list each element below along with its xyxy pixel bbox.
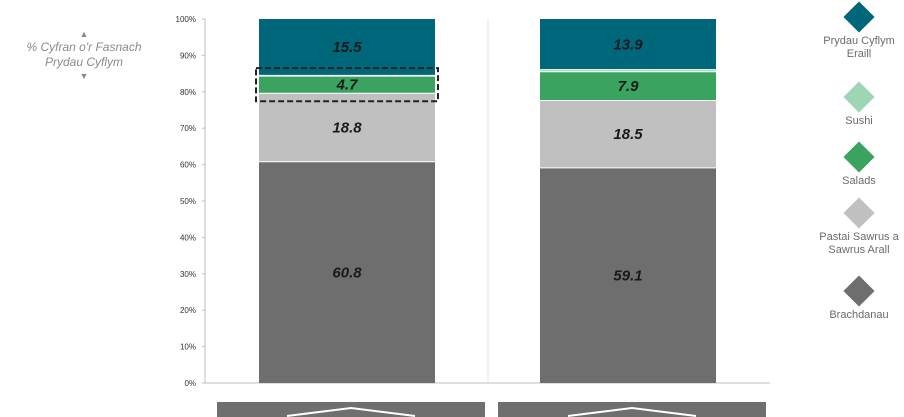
legend-item-brachdanau: Brachdanau <box>804 275 904 322</box>
legend-item-prydau: Prydau Cyflym Eraill <box>804 1 904 61</box>
category-box-1 <box>217 402 485 417</box>
data-label-pastai: 18.8 <box>332 119 362 136</box>
up-arrow-icon: ▲ <box>79 29 89 39</box>
data-label-pastai: 18.5 <box>613 126 643 143</box>
y-tick-label: 90% <box>180 51 196 60</box>
legend-swatch-prydau <box>843 1 875 33</box>
bar-segment-pastai <box>540 100 716 168</box>
data-label-prydau: 15.5 <box>332 39 362 56</box>
y-tick-label: 0% <box>184 379 196 388</box>
legend-label-salads: Salads <box>804 175 904 188</box>
data-label-salads: 7.9 <box>618 78 640 95</box>
category-box-2 <box>498 402 766 417</box>
highlight-box <box>255 67 439 103</box>
legend-label-line: Prydau Cyflym <box>823 35 895 47</box>
y-tick-label: 50% <box>180 197 196 206</box>
data-label-salads: 4.7 <box>336 77 359 94</box>
legend-label-line: Sushi <box>845 115 873 127</box>
down-arrow-icon: ▼ <box>79 71 89 81</box>
legend-label-line: Pastai Sawrus a <box>819 231 899 243</box>
legend-swatch-sushi <box>843 81 875 113</box>
legend-item-pastai: Pastai Sawrus a Sawrus Arall <box>804 197 904 257</box>
bar-segment-prydau <box>540 19 716 70</box>
legend-swatch-salads <box>843 141 875 173</box>
data-label-brachdanau: 59.1 <box>613 267 642 284</box>
y-tick-label: 70% <box>180 124 196 133</box>
legend-label-line: Brachdanau <box>829 309 889 321</box>
legend-label-line: Salads <box>842 175 876 187</box>
y-tick-label: 80% <box>180 88 196 97</box>
legend-item-sushi: Sushi <box>804 81 904 128</box>
bar-segment-salads <box>540 71 716 101</box>
legend-swatch-pastai <box>843 197 875 229</box>
bar-segment-pastai <box>259 93 435 162</box>
y-tick-label: 30% <box>180 270 196 279</box>
y-tick-label: 60% <box>180 161 196 170</box>
bar-segment-salads <box>259 76 435 94</box>
y-tick-label: 10% <box>180 343 196 352</box>
legend-swatch-brachdanau <box>843 275 875 307</box>
legend-item-salads: Salads <box>804 141 904 188</box>
bar-segment-sushi <box>540 69 716 72</box>
data-label-prydau: 13.9 <box>613 36 643 53</box>
y-tick-label: 40% <box>180 233 196 242</box>
bar-segment-brachdanau <box>259 161 435 383</box>
category-box-notches <box>286 406 697 417</box>
legend-label-line: Sawrus Arall <box>828 244 890 256</box>
legend-label-prydau: Prydau Cyflym Eraill <box>804 35 904 61</box>
y-axis-label-line2: Prydau Cyflym <box>44 55 124 69</box>
legend-label-brachdanau: Brachdanau <box>804 309 904 322</box>
bar-segment-prydau <box>259 19 435 76</box>
legend-label-line: Eraill <box>846 48 872 60</box>
legend-label-pastai: Pastai Sawrus a Sawrus Arall <box>804 231 904 257</box>
y-tick-label: 20% <box>180 306 196 315</box>
data-label-brachdanau: 60.8 <box>332 264 362 281</box>
bar-segment-brachdanau <box>540 167 716 383</box>
y-axis-label: ▲ % Cyfran o'r Fasnach Prydau Cyflym ▼ <box>10 28 158 82</box>
y-axis-label-line1: % Cyfran o'r Fasnach <box>26 40 142 54</box>
stacked-bar-chart: 0% 10% 20% 30% 40% 50% 60% 70% 80% 90% 100% 60.8 18.… <box>176 15 770 388</box>
legend-label-sushi: Sushi <box>804 115 904 128</box>
y-tick-label: 100% <box>176 15 196 24</box>
